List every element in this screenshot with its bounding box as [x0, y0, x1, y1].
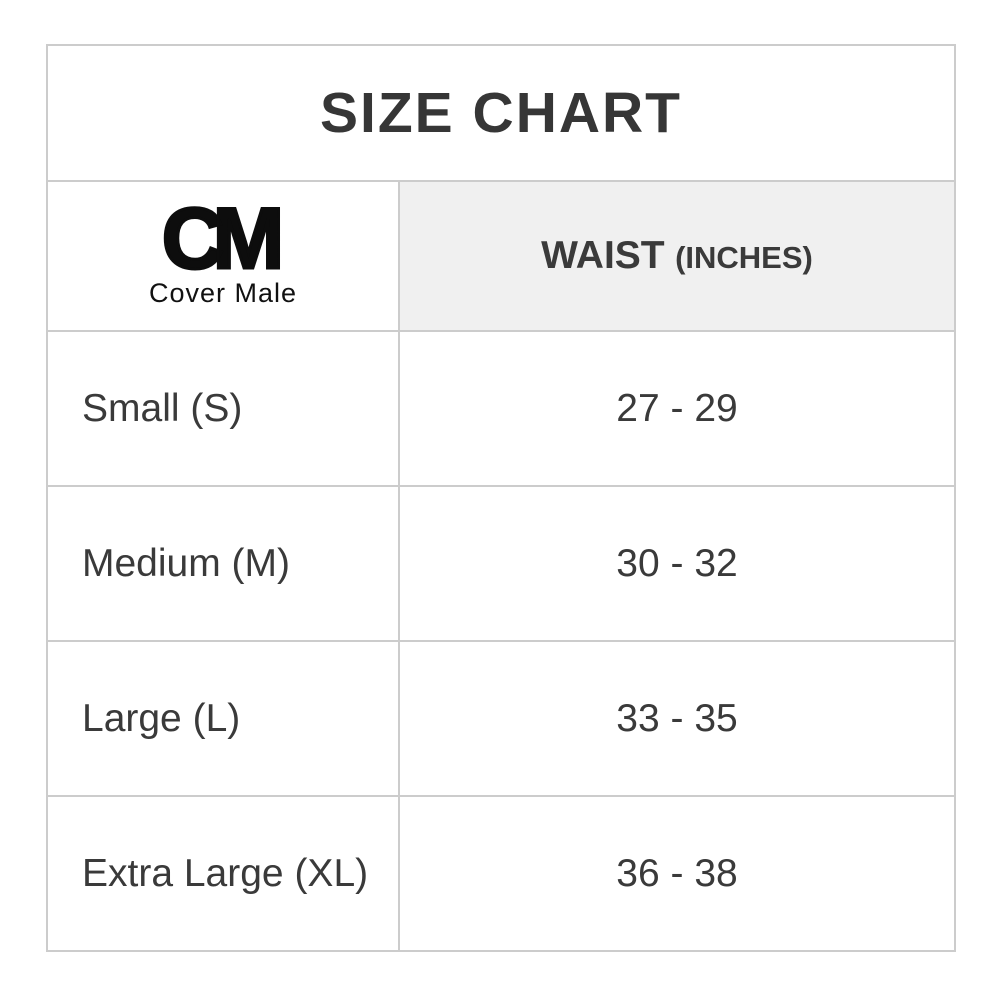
title-row: SIZE CHART [46, 44, 956, 182]
table-row-medium: Medium (M) 30 - 32 [46, 485, 956, 642]
size-label: Small (S) [46, 330, 400, 487]
waist-column-header: WAIST (INCHES) [398, 180, 956, 332]
waist-value: 33 - 35 [398, 640, 956, 797]
size-label: Medium (M) [46, 485, 400, 642]
brand-logo-name: Cover Male [148, 277, 298, 308]
waist-value: 36 - 38 [398, 795, 956, 952]
waist-header-unit: (INCHES) [675, 240, 813, 275]
waist-value: 27 - 29 [398, 330, 956, 487]
size-chart-table: SIZE CHART CM Cover Male WAIST (INCHES) … [46, 44, 956, 952]
brand-logo: CM Cover Male [46, 180, 400, 332]
page-title: SIZE CHART [46, 44, 956, 182]
size-label: Extra Large (XL) [46, 795, 400, 952]
header-row: CM Cover Male WAIST (INCHES) [46, 180, 956, 332]
table-row-extra-large: Extra Large (XL) 36 - 38 [46, 795, 956, 952]
brand-logo-initials: CM [160, 191, 286, 288]
table-row-small: Small (S) 27 - 29 [46, 330, 956, 487]
waist-value: 30 - 32 [398, 485, 956, 642]
waist-header-label: WAIST [541, 234, 665, 277]
table-row-large: Large (L) 33 - 35 [46, 640, 956, 797]
size-label: Large (L) [46, 640, 400, 797]
